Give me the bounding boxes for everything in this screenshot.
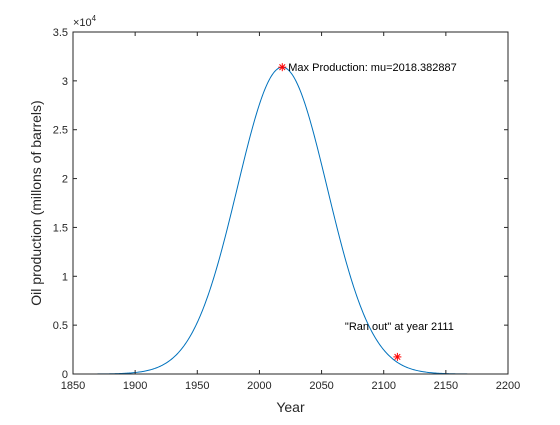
y-tick-label: 3.5 [53,27,68,39]
annotation-label: "Ran out" at year 2111 [345,321,454,333]
x-tick-label: 1950 [185,380,209,392]
y-tick-label: 3 [62,76,68,88]
x-tick-label: 2200 [496,380,520,392]
production-curve [73,66,508,375]
marker-star [393,352,402,361]
y-exponent-label: ×104 [73,14,97,29]
y-exponent-base: ×10 [73,17,92,29]
y-axis-ticks: 0 0.5 1 1.5 2 2.5 3 3.5 [53,27,508,381]
marker-star [278,63,287,72]
x-tick-label: 2050 [309,380,333,392]
marker-layer: Max Production: mu=2018.382887 "Ran out" … [278,62,457,361]
axes-box [72,31,509,375]
y-tick-label: 1.5 [53,222,68,234]
x-tick-label: 2000 [247,380,271,392]
y-tick-label: 0 [62,369,68,381]
series-layer [73,66,508,375]
y-tick-label: 2.5 [53,125,68,137]
x-tick-label: 1850 [61,380,85,392]
x-tick-label: 2150 [434,380,458,392]
x-axis-ticks: 1850 1900 1950 2000 2050 2100 2150 2200 [61,32,520,392]
svg-text:×104: ×104 [73,14,97,29]
x-tick-label: 2100 [371,380,395,392]
axes-background [73,32,508,374]
x-axis-label: Year [276,399,305,415]
y-tick-label: 0.5 [53,320,68,332]
y-axis-label: Oil production (millons of barrels) [28,100,44,305]
x-tick-label: 1900 [123,380,147,392]
y-exponent-power: 4 [92,14,97,23]
y-tick-label: 1 [62,271,68,283]
annotation-label: Max Production: mu=2018.382887 [288,62,456,74]
y-tick-label: 2 [62,174,68,186]
